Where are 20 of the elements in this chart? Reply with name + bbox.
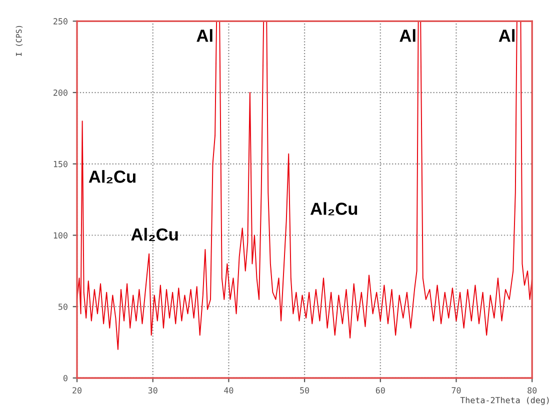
x-tick-label: 70 (452, 387, 461, 394)
annotation: Al (498, 29, 515, 42)
y-tick-label: 100 (54, 232, 68, 239)
annotation: Al₂Cu (88, 170, 136, 184)
y-tick-label: 150 (54, 160, 68, 168)
y-tick-label: 50 (58, 304, 68, 310)
x-axis-title: Theta-2Theta (deg) (460, 396, 549, 405)
y-tick-label: 200 (54, 90, 68, 96)
y-tick-label: 0 (64, 374, 68, 382)
annotation: Al (196, 29, 212, 42)
x-tick-label: 80 (528, 387, 537, 394)
x-tick-label: 40 (224, 387, 234, 394)
x-tick-label: 60 (376, 387, 385, 394)
x-tick-label: 50 (300, 387, 310, 394)
x-tick-label: 30 (148, 387, 158, 394)
annotation: Al₂Cu (310, 202, 358, 216)
annotation: Al₂Cu (131, 228, 178, 241)
y-tick-label: 250 (54, 18, 68, 24)
x-tick-label: 20 (72, 387, 82, 394)
annotation: Al (400, 29, 416, 42)
